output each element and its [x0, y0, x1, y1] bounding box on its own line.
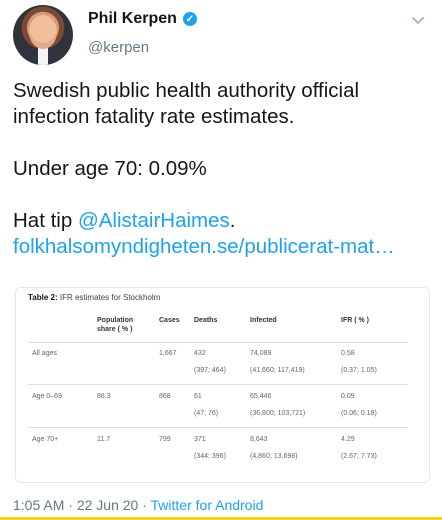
tweet-menu-chevron-icon[interactable] [410, 12, 426, 28]
row-infected-ci: (36,800; 103,721) [250, 410, 306, 417]
row-label: All ages [32, 350, 57, 357]
row-infected: 65,446 [250, 393, 272, 400]
tweet-footer: 1:05 AM · 22 Jun 20 · Twitter for Androi… [13, 497, 263, 513]
row-ifr: 4.29 [341, 436, 355, 443]
row-cases: 1,667 [159, 350, 177, 357]
row-rule [28, 427, 408, 428]
row-deaths: 432 [194, 350, 206, 357]
row-deaths: 61 [194, 393, 202, 400]
tweet-hat-tip: Hat tip @AlistairHaimes. [13, 208, 413, 234]
row-deaths-ci: (397; 464) [194, 367, 226, 374]
hat-tip-prefix: Hat tip [13, 209, 73, 232]
row-population-share: 11.7 [97, 436, 111, 443]
row-label: Age 0–69 [32, 393, 62, 400]
avatar-shirt [38, 47, 48, 65]
header-deaths: Deaths [194, 317, 218, 324]
tweet-date[interactable]: 22 Jun 20 [76, 497, 139, 513]
mention-link[interactable]: @AlistairHaimes [77, 209, 230, 232]
row-ifr-ci: (2.67; 7.73) [341, 453, 377, 460]
row-ifr: 0.58 [341, 350, 355, 357]
row-infected: 8,643 [250, 436, 268, 443]
row-ifr: 0.09 [341, 393, 355, 400]
tweet-time[interactable]: 1:05 AM [13, 497, 65, 513]
header-cases: Cases [159, 317, 180, 324]
table-caption-text: IFR estimates for Stockholm [59, 293, 161, 302]
row-deaths-ci: (344; 396) [194, 453, 226, 460]
highlight-underline [0, 517, 442, 520]
header-ifr: IFR ( % ) [341, 317, 369, 324]
tweet-line-2: Under age 70: 0.09% [13, 157, 207, 180]
client-link[interactable]: Twitter for Android [150, 497, 264, 513]
avatar[interactable] [13, 5, 73, 65]
verified-icon: ✓ [182, 12, 197, 26]
footer-separator: · [64, 497, 77, 513]
tweet-line-1: Swedish public health authority official… [13, 79, 360, 128]
header-rule [28, 342, 408, 343]
hat-tip-suffix: . [229, 209, 236, 232]
row-deaths-ci: (47; 76) [194, 410, 219, 417]
header-population-share: Population share ( % ) [97, 317, 134, 333]
row-ifr-ci: (0.06; 0.18) [341, 410, 377, 417]
table-caption-label: Table 2: [28, 293, 58, 302]
row-label: Age 70+ [32, 436, 59, 443]
display-name[interactable]: Phil Kerpen ✓ [88, 10, 197, 28]
table-caption: Table 2: IFR estimates for Stockholm [28, 293, 160, 302]
row-infected-ci: (4,860; 13,698) [250, 453, 298, 460]
header-infected: Infected [250, 317, 277, 324]
row-ifr-ci: (0.37; 1.05) [341, 367, 377, 374]
row-rule [28, 384, 408, 385]
attached-image-card[interactable]: Table 2: IFR estimates for Stockholm Pop… [15, 287, 430, 483]
url-link[interactable]: folkhalsomyndigheten.se/publicerat-mat… [13, 235, 395, 258]
avatar-face [29, 15, 57, 49]
row-cases: 868 [159, 393, 171, 400]
row-population-share: 88.3 [97, 393, 111, 400]
display-name-text[interactable]: Phil Kerpen [88, 10, 177, 27]
row-deaths: 371 [194, 436, 206, 443]
row-infected: 74,089 [250, 350, 272, 357]
footer-separator: · [138, 497, 151, 513]
tweet-text: Swedish public health authority official… [13, 78, 413, 260]
user-handle[interactable]: @kerpen [88, 39, 150, 56]
row-infected-ci: (41,660; 117,419) [250, 367, 305, 374]
row-cases: 799 [159, 436, 171, 443]
